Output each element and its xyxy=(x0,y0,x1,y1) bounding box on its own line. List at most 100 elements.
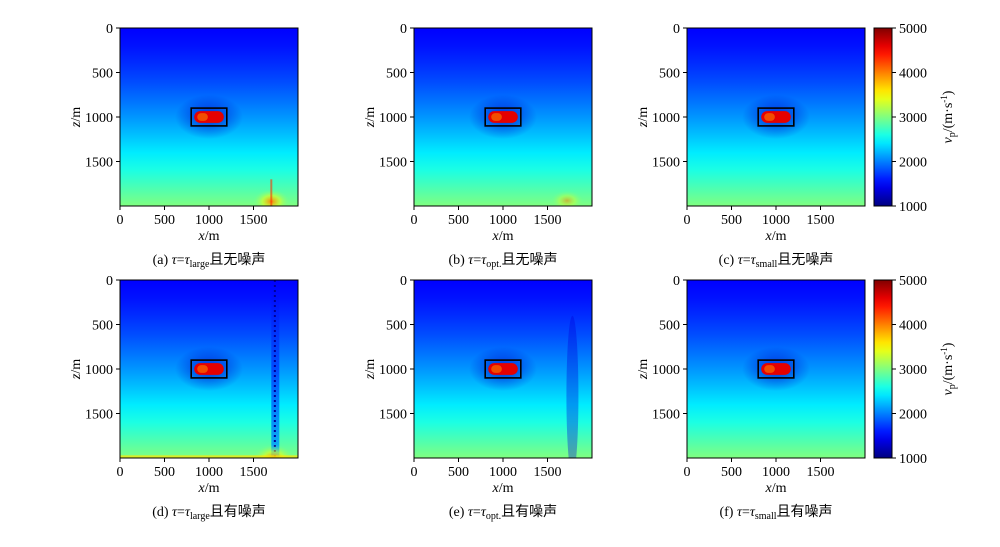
colorbar-tick-label: 2000 xyxy=(899,408,927,423)
caption-tau-sub: opt. xyxy=(486,259,501,270)
x-tick-label: 1000 xyxy=(762,213,790,228)
caption-tau: τ xyxy=(481,505,487,520)
x-tick-label: 1500 xyxy=(534,213,562,228)
x-axis-unit: /m xyxy=(205,481,220,496)
colorbar-1: 1000 2000 3000 4000 5000 vp/(m·s-1) xyxy=(873,22,958,215)
x-axis-unit: /m xyxy=(772,229,787,244)
panel-caption: (b) τ=τopt.且无噪声 xyxy=(448,252,557,270)
colorbar-tick-label: 3000 xyxy=(899,363,927,378)
caption-equals: = xyxy=(473,253,481,268)
x-tick-label: 500 xyxy=(154,213,175,228)
x-axis-unit: /m xyxy=(499,481,514,496)
velocity-field xyxy=(414,280,592,458)
x-tick-label: 500 xyxy=(448,465,469,480)
panel-caption: (e) τ=τopt.且有噪声 xyxy=(449,504,557,522)
z-tick-label: 1500 xyxy=(379,408,407,423)
colorbars: 10002000300040005000vp/(m·s-1)1000200030… xyxy=(873,22,958,467)
panel-caption: (d) τ=τlarge且有噪声 xyxy=(152,504,266,522)
colorbar-label: vp/(m·s-1) xyxy=(939,90,958,143)
x-tick-label: 1500 xyxy=(534,465,562,480)
colorbar-unit: /(m·s xyxy=(941,103,956,133)
caption-tau: τ xyxy=(738,253,744,268)
edge-hotspot xyxy=(551,190,584,206)
caption-tau: τ xyxy=(468,253,474,268)
colorbar-tick-label: 3000 xyxy=(899,111,927,126)
z-axis-var: z xyxy=(363,373,378,380)
caption-suffix: 且有噪声 xyxy=(777,504,833,520)
caption-suffix: 且无噪声 xyxy=(209,252,265,268)
x-tick-label: 0 xyxy=(684,465,691,480)
z-axis-label: z/m xyxy=(69,359,84,380)
colorbar-close: ) xyxy=(941,90,956,95)
x-axis-unit: /m xyxy=(499,229,514,244)
colorbar-unit: /(m·s xyxy=(941,355,956,385)
caption-tau-sub: large xyxy=(190,511,210,522)
z-axis-unit: /m xyxy=(363,359,378,374)
x-tick-label: 0 xyxy=(411,465,418,480)
caption-tau: τ xyxy=(751,253,757,268)
x-tick-label: 500 xyxy=(448,213,469,228)
caption-tau: τ xyxy=(172,505,178,520)
caption-tau-sub: large xyxy=(190,259,210,270)
z-axis-var: z xyxy=(363,121,378,128)
caption-tau: τ xyxy=(750,505,756,520)
velocity-field xyxy=(687,28,865,206)
z-axis-var: z xyxy=(69,373,84,380)
z-tick-label: 0 xyxy=(673,274,680,289)
caption-tau-sub: opt. xyxy=(486,511,501,522)
z-tick-label: 0 xyxy=(400,22,407,37)
x-axis-unit: /m xyxy=(772,481,787,496)
caption-equals: = xyxy=(177,505,185,520)
z-tick-label: 1500 xyxy=(85,408,113,423)
anomaly-box xyxy=(484,107,522,127)
anomaly-box xyxy=(190,359,228,379)
caption-prefix: (d) xyxy=(152,505,172,520)
z-axis-unit: /m xyxy=(636,107,651,122)
noise-streak xyxy=(566,315,579,458)
colorbar-tick-label: 2000 xyxy=(899,156,927,171)
anomaly-edge xyxy=(197,113,208,121)
noise-streak xyxy=(271,280,280,458)
bottom-edge xyxy=(120,455,298,458)
z-axis-var: z xyxy=(69,121,84,128)
velocity-field xyxy=(414,28,592,206)
z-tick-label: 0 xyxy=(673,22,680,37)
z-axis-label: z/m xyxy=(69,107,84,128)
z-axis-label: z/m xyxy=(363,107,378,128)
z-tick-label: 1000 xyxy=(652,363,680,378)
caption-prefix: (f) xyxy=(719,505,737,520)
z-axis-label: z/m xyxy=(363,359,378,380)
caption-tau-sub: small xyxy=(756,259,778,270)
x-axis-var: x xyxy=(198,481,206,496)
x-tick-label: 1500 xyxy=(240,465,268,480)
colorbar-close: ) xyxy=(941,342,956,347)
z-tick-label: 1500 xyxy=(652,408,680,423)
x-tick-label: 1000 xyxy=(195,465,223,480)
panel-caption: (f) τ=τsmall且有噪声 xyxy=(719,504,832,522)
z-axis-unit: /m xyxy=(636,359,651,374)
anomaly-edge xyxy=(491,365,502,373)
caption-equals: = xyxy=(473,505,481,520)
panel-caption: (c) τ=τsmall且无噪声 xyxy=(719,252,834,270)
x-axis-var: x xyxy=(765,229,773,244)
colorbar-tick-label: 4000 xyxy=(899,67,927,82)
z-axis-label: z/m xyxy=(636,359,651,380)
x-tick-label: 0 xyxy=(684,213,691,228)
velocity-field xyxy=(120,28,298,206)
x-axis-var: x xyxy=(492,229,500,244)
colorbar-tick-label: 1000 xyxy=(899,200,927,215)
x-tick-label: 0 xyxy=(117,213,124,228)
z-axis-unit: /m xyxy=(363,107,378,122)
x-axis-var: x xyxy=(198,229,206,244)
z-axis-label: z/m xyxy=(636,107,651,128)
x-tick-label: 1500 xyxy=(807,213,835,228)
caption-suffix: 且无噪声 xyxy=(777,252,833,268)
colorbar-tick-label: 1000 xyxy=(899,452,927,467)
